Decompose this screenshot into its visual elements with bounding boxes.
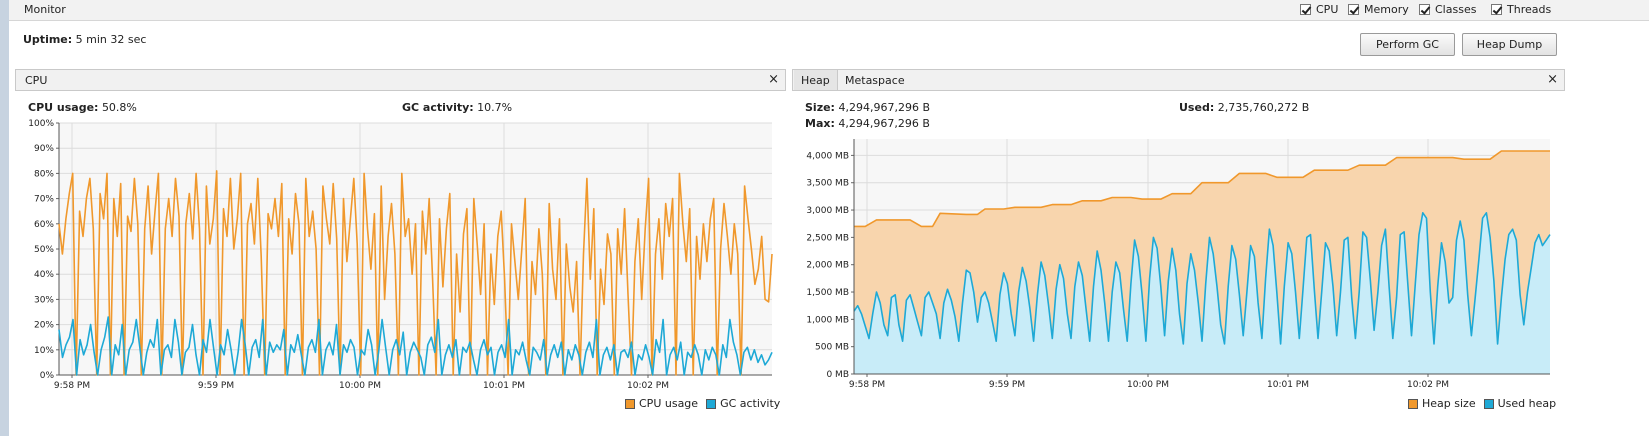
cpu-usage-stat: CPU usage: 50.8% bbox=[28, 101, 137, 114]
x-tick-label: 9:58 PM bbox=[54, 381, 90, 391]
threads-checkbox[interactable]: Threads bbox=[1491, 3, 1551, 16]
cpu-chart: 100% 90% 80% 70% 60% 50% 40% 30% 20% 10% 0%9:58 PM… bbox=[28, 119, 773, 391]
x-tick-label: 10:00 PM bbox=[1127, 380, 1169, 390]
cpu-panel-header: CPU × bbox=[15, 69, 786, 91]
gc-activity-line bbox=[58, 316, 773, 376]
heap-chart-legend: Heap size Used heap bbox=[1408, 397, 1556, 410]
heap-max-stat: Max: 4,294,967,296 B bbox=[805, 117, 930, 130]
x-tick-label: 9:58 PM bbox=[849, 380, 885, 390]
y-tick-label: 1,500 MB bbox=[806, 288, 849, 298]
y-tick-label: 3,000 MB bbox=[806, 206, 849, 216]
y-tick-label: 100% bbox=[28, 119, 54, 129]
y-tick-label: 2,500 MB bbox=[806, 233, 849, 243]
perform-gc-button[interactable]: Perform GC bbox=[1360, 33, 1455, 56]
memory-panel-header: Heap Metaspace × bbox=[792, 69, 1565, 91]
window-left-edge bbox=[0, 0, 9, 436]
heap-size-line bbox=[854, 150, 1550, 228]
classes-checkbox[interactable]: Classes bbox=[1419, 3, 1476, 16]
cpu-chart-legend: CPU usage GC activity bbox=[625, 397, 780, 410]
x-tick-label: 10:02 PM bbox=[627, 381, 669, 391]
x-tick-label: 10:01 PM bbox=[1267, 380, 1309, 390]
monitor-header: Monitor CPU Memory Classes Threads bbox=[9, 0, 1649, 21]
heap-chart: 4,000 MB 3,500 MB 3,000 MB 2,500 MB 2,000 MB… bbox=[806, 139, 1551, 390]
used-heap-line bbox=[853, 212, 1551, 345]
checkbox-check-icon bbox=[1300, 4, 1311, 15]
y-tick-label: 500 MB bbox=[815, 343, 849, 353]
cpu-usage-line bbox=[58, 170, 773, 376]
heap-used-stat: Used: 2,735,760,272 B bbox=[1179, 101, 1310, 114]
y-tick-label: 20% bbox=[34, 321, 54, 331]
memory-checkbox[interactable]: Memory bbox=[1348, 3, 1409, 16]
x-tick-label: 10:00 PM bbox=[339, 381, 381, 391]
heap-size-value: 4,294,967,296 B bbox=[838, 101, 930, 114]
heap-dump-button[interactable]: Heap Dump bbox=[1462, 33, 1557, 56]
checkbox-check-icon bbox=[1419, 4, 1430, 15]
monitor-title: Monitor bbox=[24, 3, 66, 16]
close-icon[interactable]: × bbox=[1547, 72, 1558, 87]
legend-heap-size: Heap size bbox=[1422, 397, 1476, 410]
tab-heap[interactable]: Heap bbox=[794, 70, 838, 90]
legend-cpu-usage: CPU usage bbox=[639, 397, 699, 410]
heap-size-stat: Size: 4,294,967,296 B bbox=[805, 101, 930, 114]
y-tick-label: 1,000 MB bbox=[806, 315, 849, 325]
uptime-value: 5 min 32 sec bbox=[75, 33, 147, 46]
y-tick-label: 90% bbox=[34, 144, 54, 154]
legend-gc-activity: GC activity bbox=[720, 397, 781, 410]
x-tick-label: 9:59 PM bbox=[198, 381, 234, 391]
legend-swatch-used-heap bbox=[1483, 398, 1494, 409]
gc-activity-value: 10.7% bbox=[477, 101, 513, 114]
x-tick-label: 10:02 PM bbox=[1407, 380, 1449, 390]
gc-activity-stat: GC activity: 10.7% bbox=[402, 101, 513, 114]
y-tick-label: 0 MB bbox=[826, 370, 849, 380]
y-tick-label: 70% bbox=[34, 195, 54, 205]
y-tick-label: 80% bbox=[34, 169, 54, 179]
uptime-row: Uptime: 5 min 32 sec bbox=[23, 33, 146, 46]
heap-max-value: 4,294,967,296 B bbox=[838, 117, 930, 130]
legend-swatch-gc-activity bbox=[706, 398, 717, 409]
x-tick-label: 9:59 PM bbox=[989, 380, 1025, 390]
y-tick-label: 4,000 MB bbox=[806, 151, 849, 161]
y-tick-label: 40% bbox=[34, 270, 54, 280]
y-tick-label: 10% bbox=[34, 346, 54, 356]
checkbox-check-icon bbox=[1491, 4, 1502, 15]
tab-cpu[interactable]: CPU bbox=[25, 73, 48, 87]
y-tick-label: 2,000 MB bbox=[806, 261, 849, 271]
tab-metaspace[interactable]: Metaspace bbox=[845, 73, 905, 87]
y-tick-label: 60% bbox=[34, 220, 54, 230]
x-tick-label: 10:01 PM bbox=[483, 381, 525, 391]
cpu-usage-value: 50.8% bbox=[101, 101, 137, 114]
y-tick-label: 30% bbox=[34, 295, 54, 305]
y-tick-label: 3,500 MB bbox=[806, 179, 849, 189]
legend-swatch-heap-size bbox=[1408, 398, 1418, 409]
cpu-checkbox[interactable]: CPU bbox=[1300, 3, 1338, 16]
y-tick-label: 50% bbox=[34, 245, 54, 255]
close-icon[interactable]: × bbox=[768, 72, 779, 87]
y-tick-label: 0% bbox=[40, 371, 55, 381]
used-heap-area bbox=[854, 212, 1550, 374]
checkbox-check-icon bbox=[1348, 4, 1359, 15]
uptime-label: Uptime: bbox=[23, 33, 73, 46]
legend-used-heap: Used heap bbox=[1497, 397, 1557, 410]
heap-used-value: 2,735,760,272 B bbox=[1217, 101, 1310, 114]
legend-swatch-cpu-usage bbox=[625, 398, 635, 409]
